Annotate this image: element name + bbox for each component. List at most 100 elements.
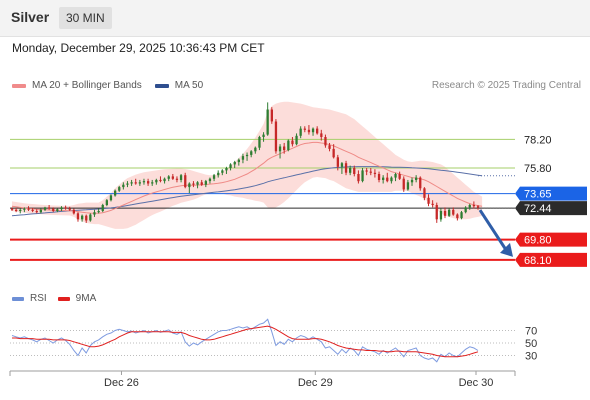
candle-body	[221, 170, 224, 173]
candle	[443, 207, 447, 219]
candle-body	[10, 208, 14, 210]
legend-ma50-label: MA 50	[174, 80, 204, 91]
candle-body	[151, 182, 154, 184]
candle	[93, 209, 96, 217]
candle	[134, 178, 137, 185]
candle-body	[23, 208, 26, 210]
candle	[200, 179, 203, 186]
candle	[60, 206, 63, 211]
candle	[212, 173, 216, 182]
candle-body	[344, 163, 348, 173]
legend-ma50: MA 50	[154, 80, 204, 91]
chart-header-bar: Silver 30 MIN	[0, 0, 590, 37]
candle	[419, 176, 422, 191]
candle-body	[439, 211, 443, 220]
candle	[155, 178, 158, 185]
candle-body	[456, 214, 459, 219]
candle-body	[163, 178, 166, 182]
candle	[241, 153, 245, 164]
candle	[188, 182, 191, 194]
level-tag-69.80	[515, 232, 587, 247]
candle	[31, 207, 34, 213]
candle	[39, 208, 42, 214]
candle-body	[159, 179, 162, 182]
legend-rsi-swatch	[12, 296, 24, 301]
candle	[97, 208, 100, 214]
candle-body	[406, 182, 410, 190]
candle-body	[200, 182, 203, 185]
candle	[332, 144, 335, 159]
candle	[43, 206, 47, 211]
candle	[307, 125, 311, 135]
candle-body	[64, 207, 67, 209]
candle-body	[431, 203, 434, 205]
candle	[299, 126, 302, 139]
candle-body	[254, 147, 257, 152]
legend-ma20: MA 20 + Bollinger Bands	[12, 80, 142, 91]
candle	[163, 177, 166, 184]
rsi-tick-label-70: 70	[525, 326, 537, 338]
candle	[142, 178, 146, 185]
candle-body	[138, 182, 141, 184]
candle-body	[316, 128, 319, 134]
candle-body	[225, 168, 228, 171]
level-tag-73.65	[515, 186, 587, 201]
candle	[382, 175, 385, 184]
candle-body	[394, 174, 397, 178]
candle	[328, 142, 331, 152]
candle-body	[171, 176, 174, 179]
candle-body	[97, 211, 100, 213]
candle-body	[386, 177, 389, 182]
level-label-69.80: 69.80	[524, 235, 552, 247]
candle	[126, 181, 129, 188]
candle	[105, 199, 108, 207]
candle	[464, 206, 467, 214]
candle-body	[188, 183, 191, 188]
candle-body	[291, 140, 294, 145]
candle-body	[175, 178, 179, 180]
candle	[147, 178, 150, 186]
candle-body	[155, 179, 158, 183]
candle	[245, 152, 249, 161]
interval-badge[interactable]: 30 MIN	[59, 7, 112, 29]
level-label-75.80: 75.80	[524, 163, 552, 175]
candle	[184, 172, 187, 189]
candle-body	[233, 162, 236, 165]
candle-body	[377, 174, 381, 180]
candle	[439, 208, 443, 222]
candle-body	[262, 134, 265, 137]
candle-body	[101, 205, 104, 211]
candle-body	[250, 151, 253, 155]
candle	[76, 212, 80, 222]
candle	[344, 160, 348, 176]
candle	[192, 181, 195, 188]
candle-body	[332, 148, 335, 158]
candle	[274, 119, 278, 154]
level-label-73.65: 73.65	[524, 189, 552, 201]
candle	[373, 169, 377, 178]
x-tick-label-dec-29: Dec 29	[298, 377, 333, 389]
rsi-tick-label-50: 50	[525, 338, 537, 350]
candle-body	[27, 208, 30, 210]
candle-body	[229, 164, 232, 168]
candle-body	[365, 170, 368, 172]
candle	[476, 204, 480, 210]
legend-9ma: 9MA	[57, 293, 97, 304]
candle	[266, 102, 269, 136]
legend-rsi-label: RSI	[30, 293, 47, 304]
legend-9ma-label: 9MA	[75, 293, 97, 304]
candle-body	[324, 137, 327, 146]
candle-body	[435, 205, 438, 220]
candle	[410, 177, 414, 186]
candle-body	[142, 181, 146, 183]
candle	[122, 182, 125, 190]
candle	[138, 179, 141, 186]
level-label-68.10: 68.10	[524, 255, 552, 267]
candle	[10, 207, 14, 211]
candle-body	[196, 182, 199, 185]
candle-body	[402, 178, 405, 190]
candle-body	[56, 209, 59, 211]
candle	[68, 206, 71, 211]
candle	[233, 160, 236, 169]
